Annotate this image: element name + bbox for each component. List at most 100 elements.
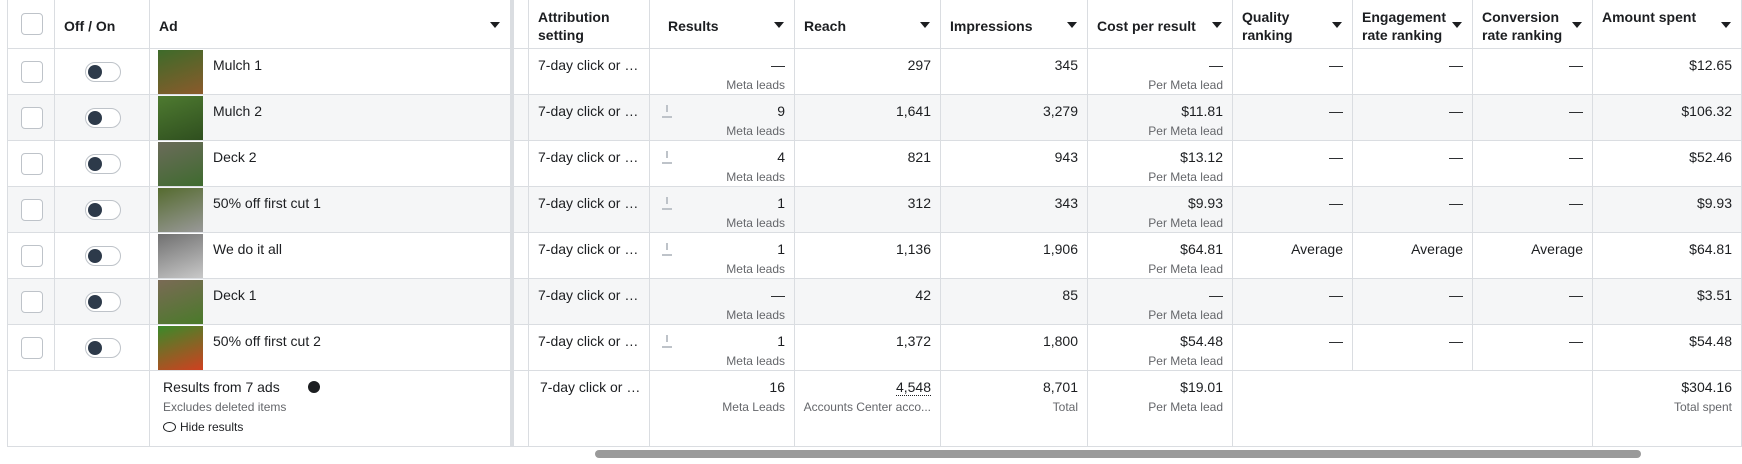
status-toggle[interactable] bbox=[85, 338, 121, 358]
table-cell: $3.51 bbox=[1593, 279, 1742, 325]
status-toggle[interactable] bbox=[85, 246, 121, 266]
sort-dropdown[interactable] bbox=[490, 22, 500, 28]
footer-note: Excludes deleted items bbox=[163, 400, 287, 414]
results-unit: Meta leads bbox=[726, 354, 785, 368]
header-cell: Attribution setting bbox=[529, 0, 650, 49]
ad-thumbnail bbox=[158, 234, 203, 278]
column-header: Amount spent bbox=[1602, 9, 1697, 25]
cost-per-result: $9.93 bbox=[1187, 195, 1223, 211]
table-cell bbox=[8, 233, 55, 279]
table-cell: 1 Meta leads bbox=[650, 233, 795, 279]
status-toggle[interactable] bbox=[85, 108, 121, 128]
hide-results[interactable]: Hide results bbox=[180, 420, 244, 434]
table-cell: 7-day click or … bbox=[529, 325, 650, 371]
table-cell: — bbox=[1233, 49, 1353, 95]
table-cell: 297 bbox=[795, 49, 941, 95]
table-cell: — bbox=[1353, 95, 1473, 141]
table-cell bbox=[55, 49, 150, 95]
table-cell: 312 bbox=[795, 187, 941, 233]
table-cell: $9.93 bbox=[1593, 187, 1742, 233]
download-icon bbox=[662, 197, 672, 210]
sort-dropdown[interactable] bbox=[1572, 22, 1582, 28]
ad-name[interactable]: We do it all bbox=[213, 241, 282, 257]
header-cell: Off / On bbox=[55, 0, 150, 49]
row-checkbox[interactable] bbox=[21, 107, 43, 129]
header-cell: Results bbox=[650, 0, 795, 49]
ad-name[interactable]: 50% off first cut 2 bbox=[213, 333, 321, 349]
results-value: 1 bbox=[777, 195, 785, 211]
table-cell: Mulch 2 bbox=[150, 95, 511, 141]
footer-impressions: 8,701 bbox=[1042, 379, 1078, 395]
column-header: Off / On bbox=[64, 18, 116, 34]
table-cell: 85 bbox=[941, 279, 1088, 325]
cost-unit: Per Meta lead bbox=[1148, 308, 1223, 322]
row-checkbox[interactable] bbox=[21, 199, 43, 221]
table-cell: Average bbox=[1233, 233, 1353, 279]
table-cell: — bbox=[1353, 187, 1473, 233]
ad-thumbnail bbox=[158, 142, 203, 186]
horizontal-scrollbar[interactable] bbox=[595, 450, 1641, 458]
sort-dropdown[interactable] bbox=[1332, 22, 1342, 28]
row-checkbox[interactable] bbox=[21, 337, 43, 359]
table-cell bbox=[8, 187, 55, 233]
row-checkbox[interactable] bbox=[21, 61, 43, 83]
column-header: Ad bbox=[159, 18, 178, 34]
table-cell bbox=[8, 49, 55, 95]
ad-name[interactable]: Mulch 2 bbox=[213, 103, 263, 119]
sort-dropdown[interactable] bbox=[1212, 22, 1222, 28]
table-cell: 4 Meta leads bbox=[650, 141, 795, 187]
status-toggle[interactable] bbox=[85, 200, 121, 220]
row-checkbox[interactable] bbox=[21, 153, 43, 175]
table-cell bbox=[8, 141, 55, 187]
select-all-checkbox[interactable] bbox=[21, 13, 43, 35]
table-cell: — bbox=[1353, 325, 1473, 371]
column-header: Cost per result bbox=[1097, 18, 1196, 34]
table-cell: 3,279 bbox=[941, 95, 1088, 141]
table-cell bbox=[8, 279, 55, 325]
sort-dropdown[interactable] bbox=[920, 22, 930, 28]
footer-results: 16 bbox=[769, 379, 785, 395]
status-toggle[interactable] bbox=[85, 292, 121, 312]
cost-unit: Per Meta lead bbox=[1148, 216, 1223, 230]
cost-per-result: $54.48 bbox=[1180, 333, 1223, 349]
impressions: 1,906 bbox=[1042, 241, 1078, 257]
results-unit: Meta leads bbox=[726, 216, 785, 230]
table-cell: 1,641 bbox=[795, 95, 941, 141]
attribution: 7-day click or … bbox=[538, 287, 639, 303]
status-toggle[interactable] bbox=[85, 154, 121, 174]
table-cell: 7-day click or … bbox=[529, 187, 650, 233]
footer-cell: 8,701 Total bbox=[941, 371, 1088, 447]
row-checkbox[interactable] bbox=[21, 245, 43, 267]
table-cell bbox=[8, 95, 55, 141]
status-toggle[interactable] bbox=[85, 62, 121, 82]
sort-dropdown[interactable] bbox=[1721, 22, 1731, 28]
footer-results-unit: Meta Leads bbox=[722, 400, 785, 414]
results-value: 9 bbox=[777, 103, 785, 119]
footer-amount-unit: Total spent bbox=[1673, 400, 1732, 414]
footer-cell: 7-day click or … bbox=[529, 371, 650, 447]
ad-name[interactable]: Mulch 1 bbox=[213, 57, 263, 73]
footer-cell: 16 Meta Leads bbox=[650, 371, 795, 447]
row-checkbox[interactable] bbox=[21, 291, 43, 313]
table-cell bbox=[511, 187, 529, 233]
attribution: 7-day click or … bbox=[538, 57, 639, 73]
attribution: 7-day click or … bbox=[538, 103, 639, 119]
sort-dropdown[interactable] bbox=[1067, 22, 1077, 28]
engagement-ranking: — bbox=[1449, 103, 1463, 119]
ad-name[interactable]: Deck 1 bbox=[213, 287, 257, 303]
results-value: 1 bbox=[777, 333, 785, 349]
info-icon[interactable] bbox=[308, 381, 320, 393]
header-cell: Impressions bbox=[941, 0, 1088, 49]
conversion-ranking: — bbox=[1569, 287, 1583, 303]
sort-dropdown[interactable] bbox=[1452, 22, 1462, 28]
conversion-ranking: — bbox=[1569, 103, 1583, 119]
engagement-ranking: Average bbox=[1411, 241, 1463, 257]
table-cell: $54.48 bbox=[1593, 325, 1742, 371]
ad-name[interactable]: 50% off first cut 1 bbox=[213, 195, 321, 211]
table-cell: We do it all bbox=[150, 233, 511, 279]
conversion-ranking: — bbox=[1569, 333, 1583, 349]
sort-dropdown[interactable] bbox=[774, 22, 784, 28]
results-unit: Meta leads bbox=[726, 78, 785, 92]
table-cell bbox=[55, 325, 150, 371]
ad-name[interactable]: Deck 2 bbox=[213, 149, 257, 165]
